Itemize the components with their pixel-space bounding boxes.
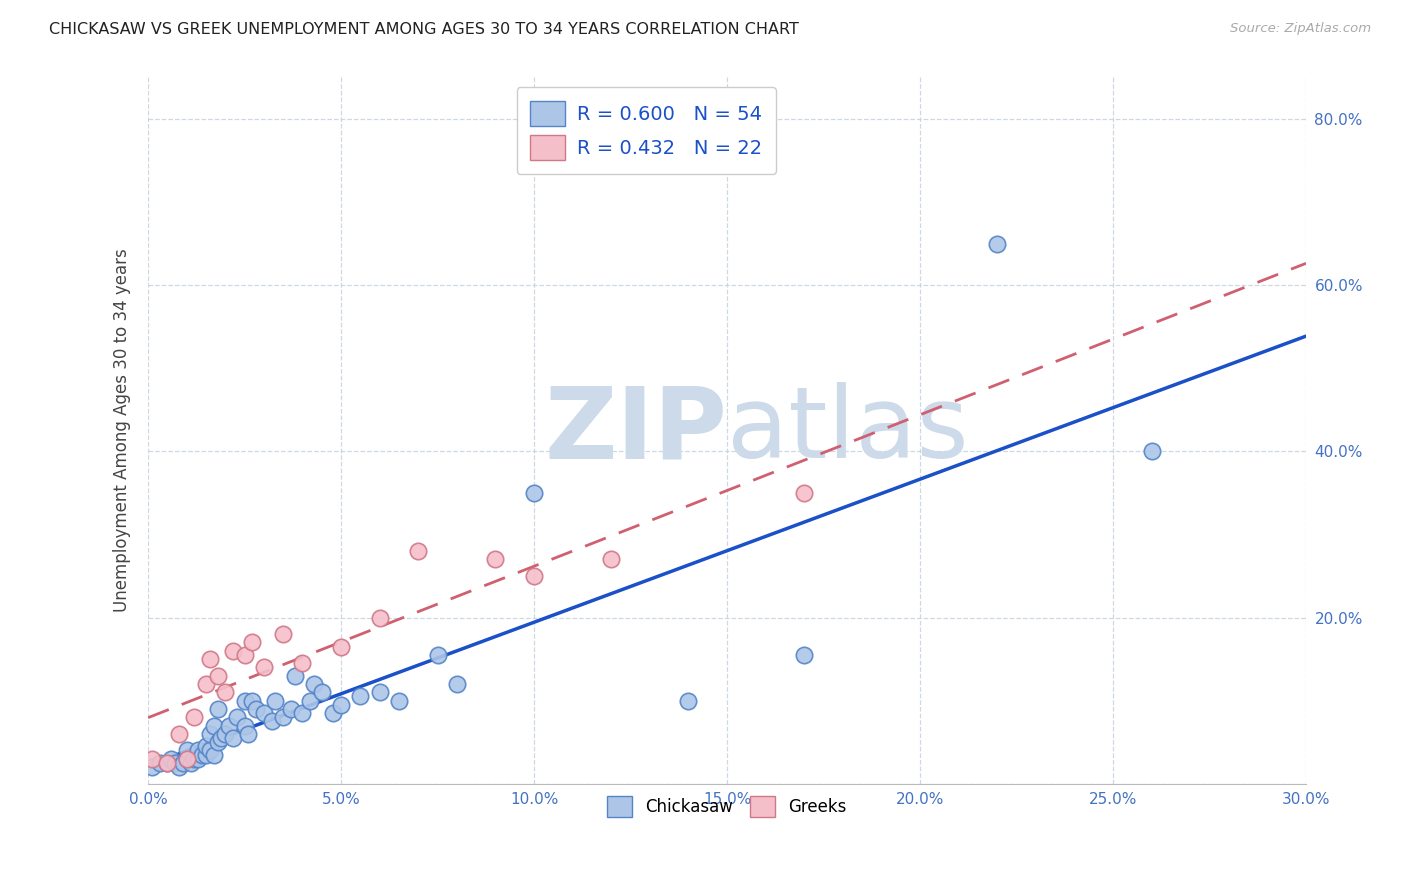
Point <box>523 486 546 500</box>
Point <box>260 714 283 729</box>
Point <box>240 635 263 649</box>
Point <box>240 693 263 707</box>
Point <box>245 702 267 716</box>
Point <box>330 640 353 654</box>
Point <box>291 657 314 671</box>
Point <box>233 718 256 732</box>
Point <box>322 706 344 720</box>
Point <box>202 718 225 732</box>
Point <box>183 752 205 766</box>
Point <box>195 747 218 762</box>
Point <box>218 718 240 732</box>
Point <box>678 693 700 707</box>
Point <box>141 752 163 766</box>
Text: atlas: atlas <box>727 382 969 479</box>
Point <box>167 727 190 741</box>
Point <box>183 710 205 724</box>
Point <box>253 706 276 720</box>
Legend: Chickasaw, Greeks: Chickasaw, Greeks <box>599 788 855 825</box>
Point <box>484 552 506 566</box>
Point <box>280 702 302 716</box>
Point <box>207 669 229 683</box>
Point <box>446 677 468 691</box>
Point <box>284 669 307 683</box>
Point <box>214 727 236 741</box>
Point <box>349 690 371 704</box>
Point <box>793 648 815 662</box>
Point <box>368 685 391 699</box>
Text: ZIP: ZIP <box>544 382 727 479</box>
Point <box>388 693 411 707</box>
Point <box>165 756 187 770</box>
Point <box>233 693 256 707</box>
Point <box>291 706 314 720</box>
Point <box>187 743 209 757</box>
Point <box>167 760 190 774</box>
Point <box>311 685 333 699</box>
Point <box>198 743 221 757</box>
Point <box>207 702 229 716</box>
Point <box>271 627 294 641</box>
Point <box>1140 444 1163 458</box>
Point <box>253 660 276 674</box>
Point <box>176 752 198 766</box>
Point <box>191 747 214 762</box>
Point <box>141 760 163 774</box>
Point <box>368 610 391 624</box>
Point <box>149 756 172 770</box>
Point <box>222 731 245 745</box>
Point <box>299 693 322 707</box>
Point <box>209 731 232 745</box>
Point <box>198 652 221 666</box>
Point <box>180 756 202 770</box>
Point <box>271 710 294 724</box>
Point <box>406 544 429 558</box>
Point <box>198 727 221 741</box>
Point <box>202 747 225 762</box>
Point <box>426 648 449 662</box>
Point <box>160 752 183 766</box>
Point <box>214 685 236 699</box>
Point <box>187 752 209 766</box>
Text: Source: ZipAtlas.com: Source: ZipAtlas.com <box>1230 22 1371 36</box>
Point <box>156 756 179 770</box>
Point <box>176 752 198 766</box>
Point <box>330 698 353 712</box>
Point <box>195 677 218 691</box>
Point <box>222 644 245 658</box>
Point <box>523 569 546 583</box>
Point <box>176 743 198 757</box>
Point <box>225 710 247 724</box>
Point <box>986 236 1008 251</box>
Point <box>264 693 287 707</box>
Point <box>600 552 623 566</box>
Text: CHICKASAW VS GREEK UNEMPLOYMENT AMONG AGES 30 TO 34 YEARS CORRELATION CHART: CHICKASAW VS GREEK UNEMPLOYMENT AMONG AG… <box>49 22 799 37</box>
Point <box>302 677 325 691</box>
Point <box>207 735 229 749</box>
Point <box>238 727 260 741</box>
Point <box>793 486 815 500</box>
Y-axis label: Unemployment Among Ages 30 to 34 years: Unemployment Among Ages 30 to 34 years <box>114 249 131 613</box>
Point <box>156 756 179 770</box>
Point <box>233 648 256 662</box>
Point <box>195 739 218 754</box>
Point <box>172 756 194 770</box>
